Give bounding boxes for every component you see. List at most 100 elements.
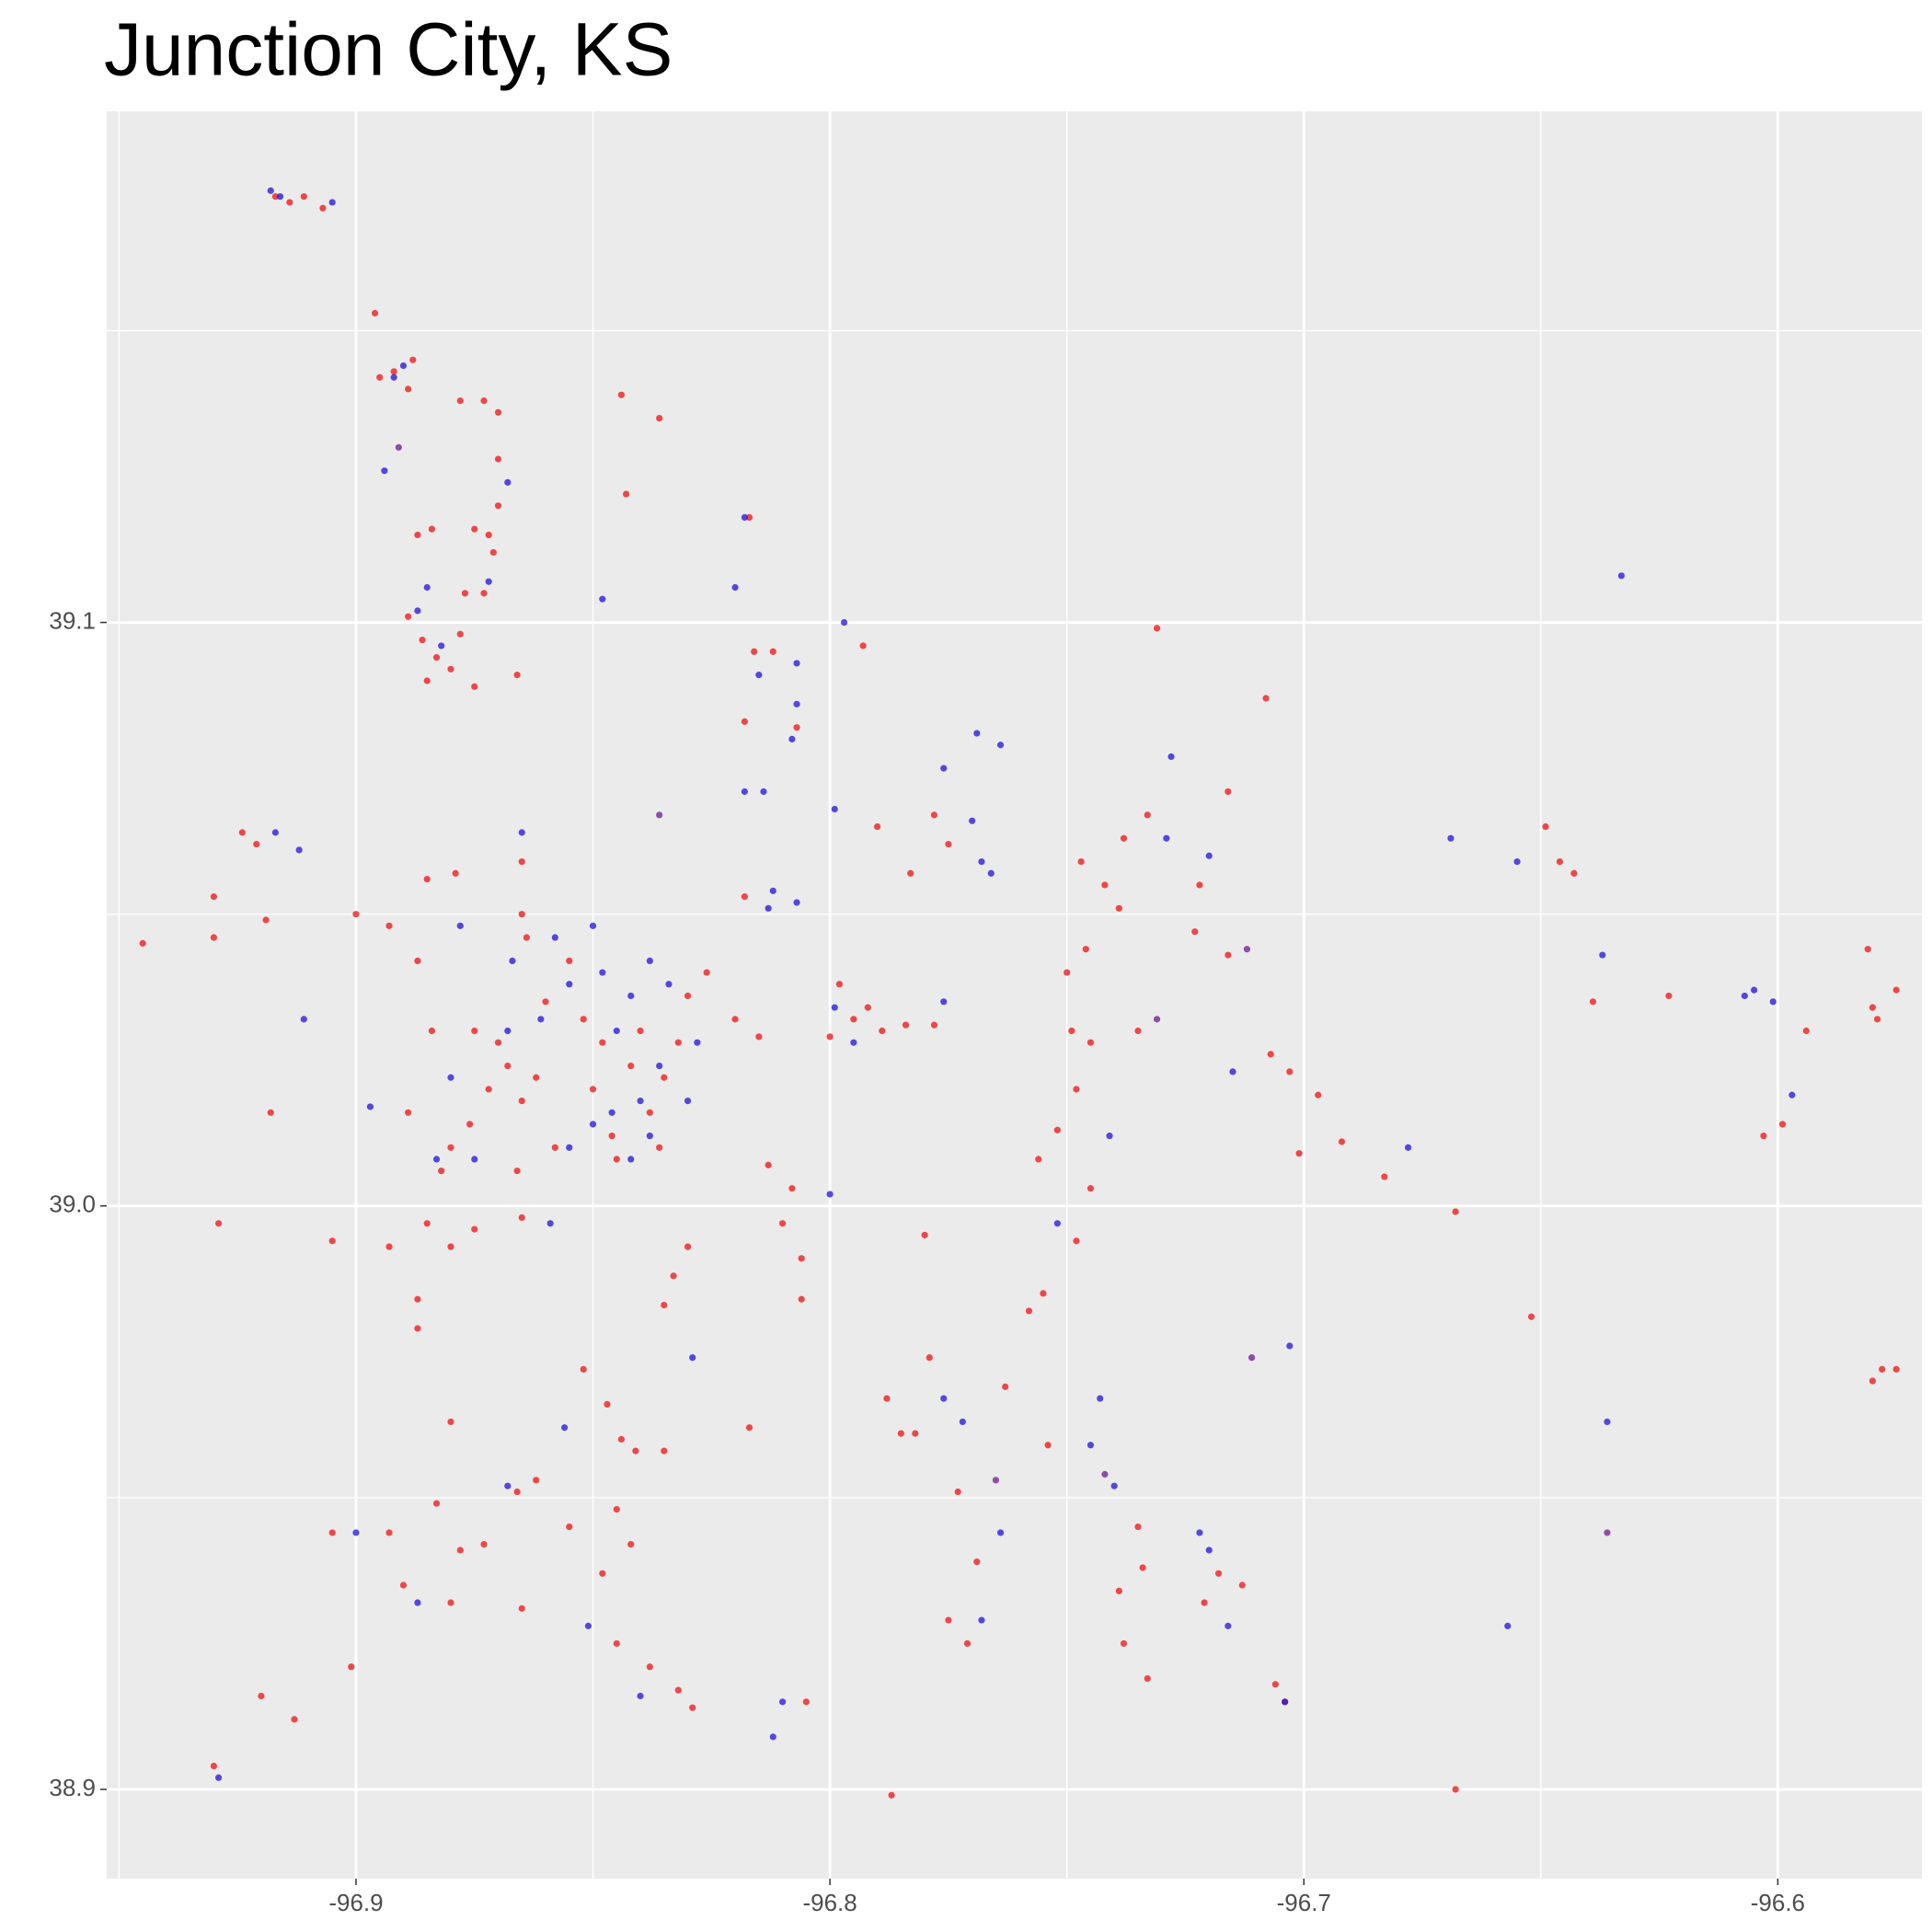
point bbox=[840, 618, 848, 627]
point bbox=[850, 1016, 857, 1023]
point bbox=[661, 1074, 668, 1081]
point bbox=[405, 613, 412, 620]
point bbox=[381, 467, 388, 475]
point bbox=[1153, 1016, 1161, 1023]
point bbox=[973, 730, 981, 737]
point bbox=[432, 1500, 441, 1507]
point bbox=[1110, 1482, 1118, 1489]
point bbox=[835, 981, 844, 988]
point bbox=[1527, 1313, 1535, 1320]
point bbox=[494, 1039, 502, 1046]
point bbox=[504, 1482, 512, 1489]
point bbox=[793, 724, 800, 731]
point bbox=[1869, 1377, 1877, 1385]
point bbox=[551, 1144, 558, 1151]
point bbox=[456, 1547, 464, 1554]
point bbox=[471, 1225, 478, 1233]
point bbox=[608, 1109, 615, 1116]
point bbox=[295, 846, 303, 854]
point bbox=[656, 1062, 663, 1070]
point bbox=[765, 1161, 772, 1168]
point bbox=[276, 192, 284, 201]
point bbox=[523, 934, 531, 941]
point bbox=[1134, 1027, 1142, 1035]
point bbox=[405, 385, 412, 393]
point bbox=[1087, 1185, 1095, 1192]
point bbox=[546, 1220, 554, 1227]
point bbox=[670, 1272, 677, 1280]
point bbox=[973, 1558, 981, 1566]
point bbox=[627, 1156, 635, 1163]
point bbox=[485, 531, 492, 539]
point bbox=[1447, 834, 1455, 842]
point bbox=[1404, 1144, 1412, 1151]
point bbox=[599, 595, 606, 603]
point bbox=[1741, 992, 1748, 1000]
point bbox=[1144, 1674, 1151, 1683]
point bbox=[755, 672, 763, 679]
point bbox=[1542, 822, 1549, 831]
point bbox=[1153, 625, 1161, 632]
point bbox=[466, 1121, 474, 1128]
point bbox=[432, 654, 441, 661]
point bbox=[319, 204, 327, 212]
point bbox=[798, 1295, 805, 1303]
point bbox=[897, 1430, 904, 1437]
point bbox=[646, 957, 653, 964]
point bbox=[1262, 695, 1270, 702]
point bbox=[1134, 1523, 1142, 1531]
point bbox=[399, 1581, 408, 1589]
point bbox=[1802, 1027, 1810, 1035]
point bbox=[513, 1488, 521, 1496]
point bbox=[745, 1424, 753, 1432]
point bbox=[1002, 1383, 1009, 1390]
point bbox=[328, 199, 336, 206]
point bbox=[1599, 951, 1606, 959]
point bbox=[214, 1774, 223, 1781]
point bbox=[584, 1622, 592, 1629]
point bbox=[328, 1237, 336, 1245]
point bbox=[1097, 1395, 1104, 1402]
point bbox=[210, 893, 218, 901]
point bbox=[423, 1220, 431, 1227]
point bbox=[504, 478, 512, 486]
point bbox=[509, 957, 516, 964]
point bbox=[1201, 1599, 1208, 1606]
point bbox=[1205, 1547, 1213, 1554]
point bbox=[637, 1098, 644, 1105]
point bbox=[414, 1599, 421, 1606]
point bbox=[385, 1529, 393, 1536]
point bbox=[1267, 1051, 1274, 1058]
point bbox=[352, 911, 360, 918]
point bbox=[617, 391, 626, 398]
point bbox=[959, 1418, 966, 1426]
point bbox=[741, 718, 748, 725]
point bbox=[489, 548, 497, 557]
point bbox=[1205, 852, 1213, 859]
point bbox=[1604, 1529, 1611, 1536]
point bbox=[1556, 857, 1564, 866]
point bbox=[613, 1156, 620, 1163]
point bbox=[432, 1156, 441, 1163]
point bbox=[456, 922, 464, 929]
point bbox=[494, 408, 502, 416]
x-tick-label: -96.6 bbox=[1751, 1889, 1805, 1916]
point bbox=[684, 1098, 692, 1105]
point bbox=[518, 857, 525, 866]
point bbox=[300, 1016, 307, 1023]
point bbox=[745, 513, 753, 522]
x-tick-label: -96.7 bbox=[1277, 1889, 1331, 1916]
y-tick-label: 38.9 bbox=[49, 1774, 96, 1801]
point bbox=[428, 1027, 435, 1035]
point bbox=[627, 1062, 635, 1070]
point bbox=[751, 648, 758, 655]
point bbox=[428, 525, 435, 533]
point bbox=[1315, 1091, 1322, 1098]
point bbox=[258, 1692, 265, 1700]
point bbox=[788, 1185, 796, 1192]
point bbox=[537, 1016, 545, 1023]
point bbox=[778, 1220, 787, 1227]
point bbox=[551, 934, 558, 941]
point bbox=[1115, 1587, 1122, 1594]
